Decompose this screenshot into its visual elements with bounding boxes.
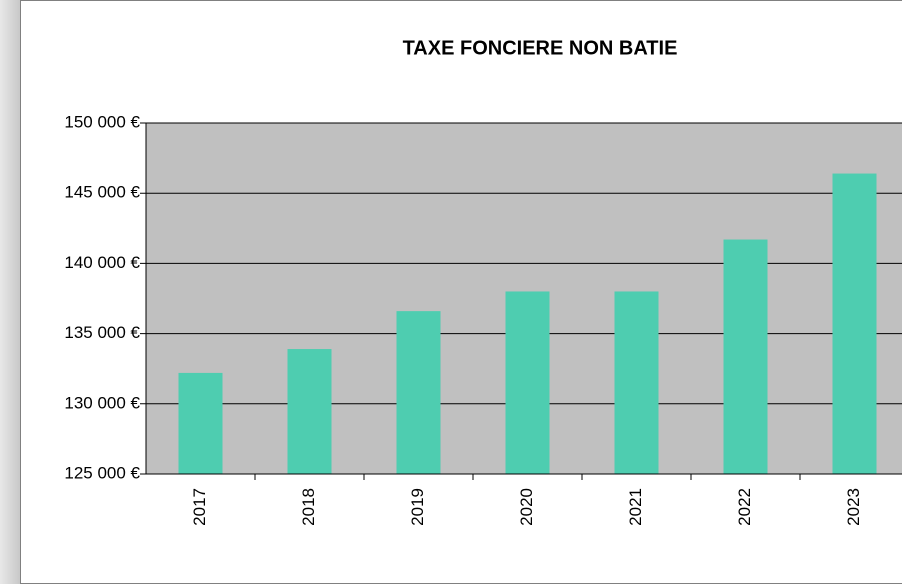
- bar: [832, 173, 877, 474]
- y-tick-label: 145 000 €: [64, 183, 140, 202]
- bar: [178, 372, 223, 474]
- bar: [723, 239, 768, 474]
- x-tick-label: 2017: [190, 488, 209, 526]
- side-strip: [0, 0, 20, 584]
- bar: [614, 291, 659, 474]
- x-tick-label: 2018: [299, 488, 318, 526]
- bar: [396, 311, 441, 474]
- x-tick-label: 2020: [517, 488, 536, 526]
- y-tick-label: 140 000 €: [64, 253, 140, 272]
- y-tick-label: 150 000 €: [64, 112, 140, 131]
- x-tick-label: 2021: [626, 488, 645, 526]
- x-tick-label: 2023: [844, 488, 863, 526]
- bar: [287, 349, 332, 474]
- chart-title: TAXE FONCIERE NON BATIE: [403, 37, 678, 59]
- y-tick-label: 135 000 €: [64, 323, 140, 342]
- x-tick-label: 2022: [735, 488, 754, 526]
- bar: [505, 291, 550, 474]
- y-tick-label: 130 000 €: [64, 393, 140, 412]
- x-tick-label: 2019: [408, 488, 427, 526]
- y-tick-label: 125 000 €: [64, 463, 140, 482]
